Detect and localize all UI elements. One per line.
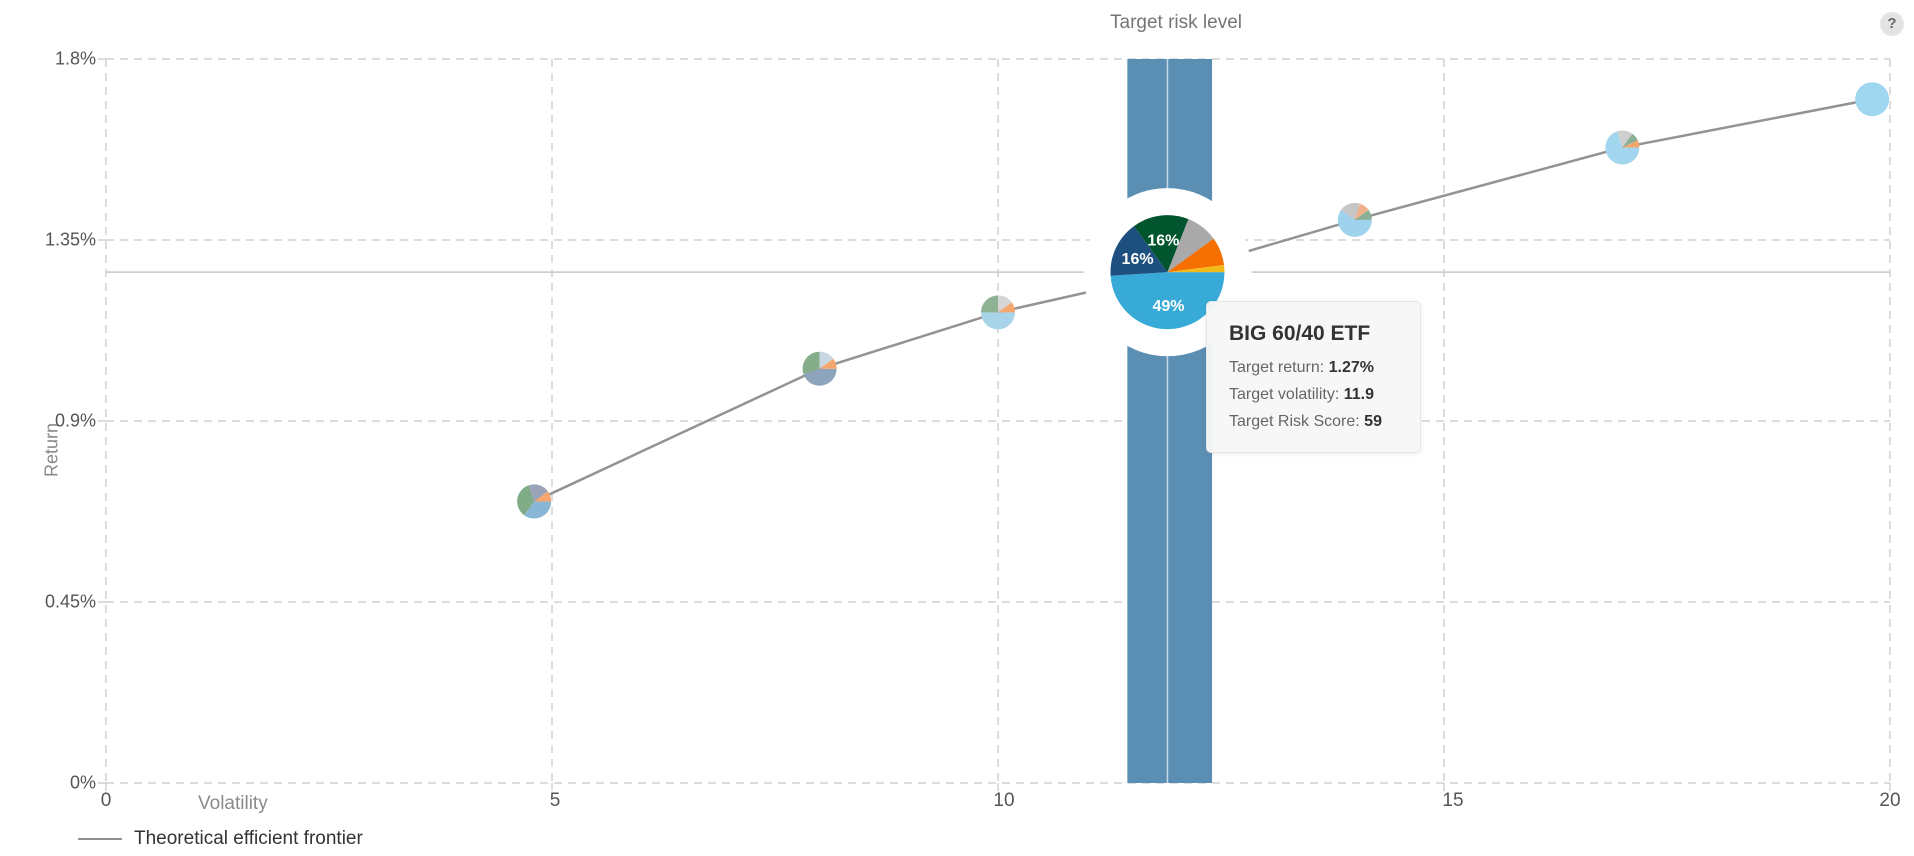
pie-slice <box>1622 133 1638 148</box>
target-risk-band[interactable] <box>1127 59 1213 783</box>
pie-slice <box>1133 215 1189 273</box>
pie-slice <box>1354 203 1369 220</box>
pie-slice <box>981 312 1015 330</box>
pie-slice <box>1617 130 1633 148</box>
pie-slice <box>1622 140 1640 148</box>
y-tick-label: 1.8% <box>54 48 96 69</box>
pie-slice <box>819 351 834 369</box>
pie-slice <box>1855 82 1890 117</box>
x-tick-label: 5 <box>549 790 561 811</box>
portfolio-pie-marker[interactable] <box>981 295 1015 330</box>
portfolio-pie-marker[interactable] <box>1855 82 1890 117</box>
tooltip-return: Target return: 1.27% <box>1229 354 1398 381</box>
tooltip-return-value: 1.27% <box>1328 359 1374 376</box>
pie-slice <box>1167 219 1214 273</box>
legend-line-swatch <box>78 838 122 840</box>
pie-slice-label: 16% <box>1122 251 1154 268</box>
tooltip-title: BIG 60/40 ETF <box>1229 322 1371 345</box>
pie-slice <box>1110 226 1168 276</box>
x-tick-label: 0 <box>100 790 112 811</box>
pie-slice <box>1605 131 1640 165</box>
chart-title: Target risk level <box>1110 12 1242 33</box>
tooltip-volatility-label: Target volatility: <box>1229 386 1340 403</box>
pie-slice <box>998 302 1015 313</box>
y-tick-label: 1.35% <box>44 229 96 250</box>
tooltip-score-value: 59 <box>1364 413 1382 430</box>
x-tick-label: 10 <box>993 790 1015 811</box>
pie-slice <box>803 368 837 386</box>
tooltip-volatility: Target volatility: 11.9 <box>1229 381 1398 408</box>
pie-slice-label: 16% <box>1147 232 1179 249</box>
pie-slice <box>517 485 535 516</box>
selected-portfolio-pie[interactable]: 49% 16% 16% <box>1110 215 1225 330</box>
pie-slice <box>1110 272 1225 330</box>
y-tick-label: 0.9% <box>54 410 96 431</box>
pie-slice <box>1167 265 1225 273</box>
pie-slice <box>1337 209 1372 237</box>
pie-slice <box>819 358 837 369</box>
y-tick-label: 0.45% <box>44 591 96 612</box>
x-axis-label: Volatility <box>198 793 268 814</box>
pie-slice <box>1341 202 1361 220</box>
tooltip-score: Target Risk Score: 59 <box>1229 408 1398 435</box>
tooltip-score-label: Target Risk Score: <box>1229 413 1360 430</box>
help-icon[interactable]: ? <box>1880 12 1904 36</box>
tooltip-volatility-value: 11.9 <box>1343 386 1374 403</box>
pie-slice <box>998 295 1012 313</box>
portfolio-tooltip: BIG 60/40 ETF Target return: 1.27% Targe… <box>1206 301 1421 453</box>
portfolio-pie-marker[interactable] <box>802 351 837 386</box>
tooltip-return-label: Target return: <box>1229 359 1325 376</box>
pie-slice <box>1354 209 1372 220</box>
pie-slice-label: 49% <box>1153 298 1185 315</box>
pie-slice <box>1167 238 1225 273</box>
pie-slice <box>524 501 552 519</box>
portfolio-pie-marker[interactable] <box>1605 130 1640 165</box>
pie-slice <box>534 491 552 502</box>
portfolio-pie-marker[interactable] <box>1337 202 1372 237</box>
chart-legend[interactable]: Theoretical efficient frontier <box>78 828 363 850</box>
legend-label: Theoretical efficient frontier <box>134 828 363 849</box>
pie-slice <box>981 295 998 313</box>
pie-slice <box>802 351 820 374</box>
pie-slice <box>528 484 548 502</box>
x-tick-label: 20 <box>1879 790 1901 811</box>
portfolio-pie-marker[interactable] <box>517 484 552 519</box>
y-tick-label: 0% <box>69 772 96 793</box>
x-tick-label: 15 <box>1442 790 1464 811</box>
